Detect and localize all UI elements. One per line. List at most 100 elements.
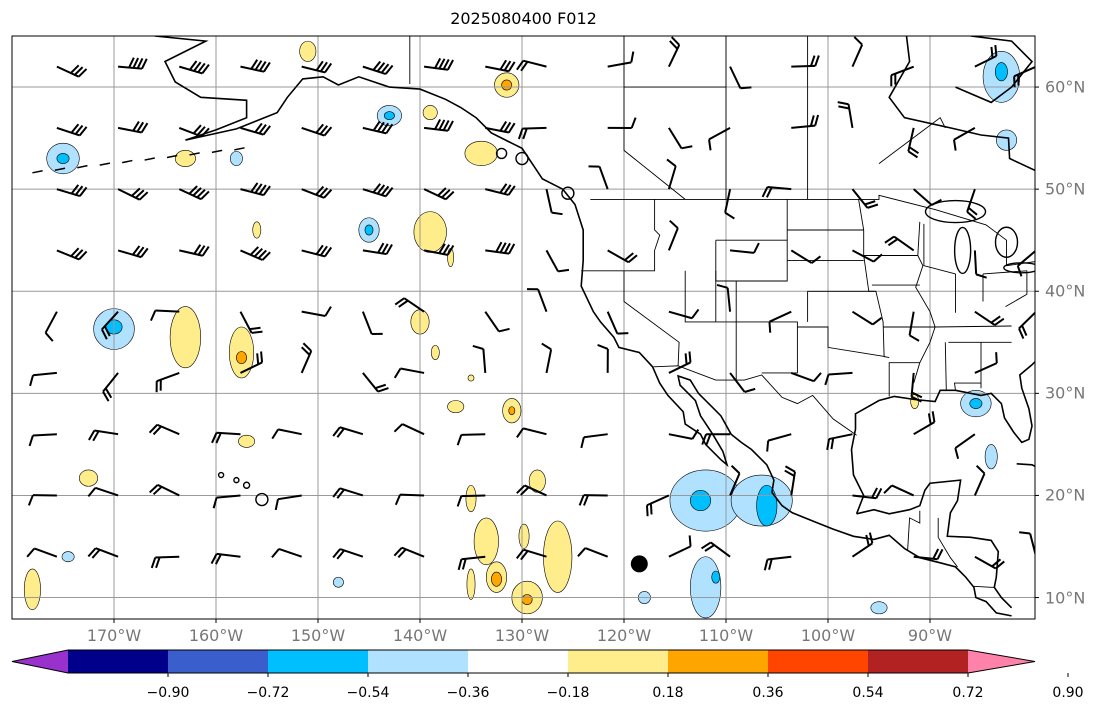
- wind-barb: [179, 244, 210, 257]
- wind-barb: [668, 535, 692, 558]
- barb-feather: [214, 553, 222, 565]
- island: [217, 471, 225, 479]
- barb-feather: [377, 242, 385, 254]
- barb-feather: [753, 242, 760, 254]
- contour-region: [169, 306, 201, 369]
- barb-feather: [192, 124, 202, 135]
- barb-feather: [394, 494, 402, 506]
- wind-barb: [485, 59, 516, 73]
- barb-feather: [472, 344, 484, 350]
- colorbar-tick-label: −0.36: [446, 685, 490, 701]
- barb-feather: [135, 189, 145, 199]
- barb-feather: [251, 330, 263, 334]
- wind-barb: [240, 246, 271, 261]
- wind-barb: [56, 247, 88, 261]
- barb-shaft: [361, 311, 373, 335]
- barb-feather: [374, 383, 387, 390]
- barb-shaft: [973, 250, 978, 275]
- wind-barb: [516, 427, 547, 438]
- barb-feather: [708, 139, 712, 151]
- barb-shaft: [278, 548, 303, 558]
- colorbar-extend-low: [12, 650, 68, 673]
- lat-label: 40°N: [1045, 281, 1086, 301]
- barb-feather: [768, 558, 773, 570]
- colorbar: [11, 649, 1069, 677]
- barb-feather: [516, 549, 525, 559]
- barb-shaft: [44, 311, 58, 334]
- wind-barb: [301, 306, 332, 317]
- barb-feather: [438, 119, 446, 131]
- barb-shaft: [891, 484, 915, 497]
- barb-feather: [200, 127, 210, 138]
- barb-feather: [437, 187, 447, 197]
- barb-feather: [44, 332, 54, 342]
- barb-feather: [700, 541, 712, 550]
- barb-feather: [503, 60, 512, 71]
- barb-feather: [522, 128, 528, 140]
- wind-barb: [607, 117, 637, 129]
- border-line: [715, 239, 788, 282]
- barb-shaft: [828, 371, 853, 376]
- barb-feather: [274, 498, 279, 511]
- wind-barb: [212, 494, 241, 509]
- contour-region: [332, 576, 344, 588]
- wind-barb: [1013, 66, 1035, 88]
- contour-region: [383, 111, 395, 121]
- contour-region: [174, 150, 196, 167]
- barb-feather: [103, 325, 111, 337]
- barb-feather: [1021, 325, 1028, 336]
- border-line: [623, 36, 727, 88]
- wind-barb: [240, 122, 271, 136]
- great-lake: [924, 199, 987, 224]
- contour-region: [299, 40, 317, 62]
- wind-barb: [361, 311, 383, 335]
- barb-shaft: [1036, 433, 1060, 434]
- border-line: [878, 117, 946, 164]
- barb-feather: [516, 60, 525, 71]
- barb-feather: [446, 244, 455, 256]
- barb-feather: [91, 549, 101, 559]
- barb-feather: [456, 495, 463, 507]
- wind-barb: [1036, 423, 1064, 434]
- barb-feather: [70, 247, 80, 257]
- barb-feather: [254, 122, 263, 133]
- barb-feather: [200, 190, 210, 200]
- coastline: [856, 479, 1013, 609]
- contour-region: [508, 406, 516, 416]
- barb-feather: [250, 182, 259, 193]
- wind-barb: [155, 371, 180, 393]
- wind-barb: [668, 429, 700, 440]
- border-line: [623, 270, 680, 366]
- barb-feather: [253, 247, 263, 258]
- barb-feather: [434, 118, 442, 130]
- barb-feather: [597, 344, 609, 350]
- island: [242, 481, 251, 489]
- colorbar-tick-label: −0.18: [546, 685, 590, 701]
- barb-feather: [824, 374, 830, 386]
- colorbar-tick-label: 0.36: [752, 685, 784, 701]
- barb-feather: [1043, 151, 1054, 152]
- barb-feather: [100, 328, 108, 340]
- wind-barb: [56, 64, 88, 78]
- barb-feather: [29, 374, 34, 387]
- contour-region: [473, 517, 499, 566]
- barb-feather: [814, 55, 820, 67]
- barb-feather: [867, 203, 879, 209]
- wind-barb: [729, 66, 752, 90]
- barb-shaft: [851, 44, 864, 68]
- wind-barb: [178, 124, 210, 138]
- border-line: [1005, 270, 1028, 307]
- barb-shaft: [545, 349, 553, 374]
- barb-feather: [188, 185, 198, 195]
- wind-barb: [884, 235, 915, 252]
- barb-feather: [104, 387, 113, 399]
- wind-barb: [26, 547, 58, 558]
- barb-feather: [499, 121, 508, 132]
- barb-feather: [669, 40, 679, 50]
- barb-feather: [132, 245, 141, 256]
- barb-feather: [319, 125, 329, 135]
- barb-feather: [377, 121, 385, 132]
- barb-feather: [838, 105, 850, 110]
- barb-feather: [302, 342, 312, 352]
